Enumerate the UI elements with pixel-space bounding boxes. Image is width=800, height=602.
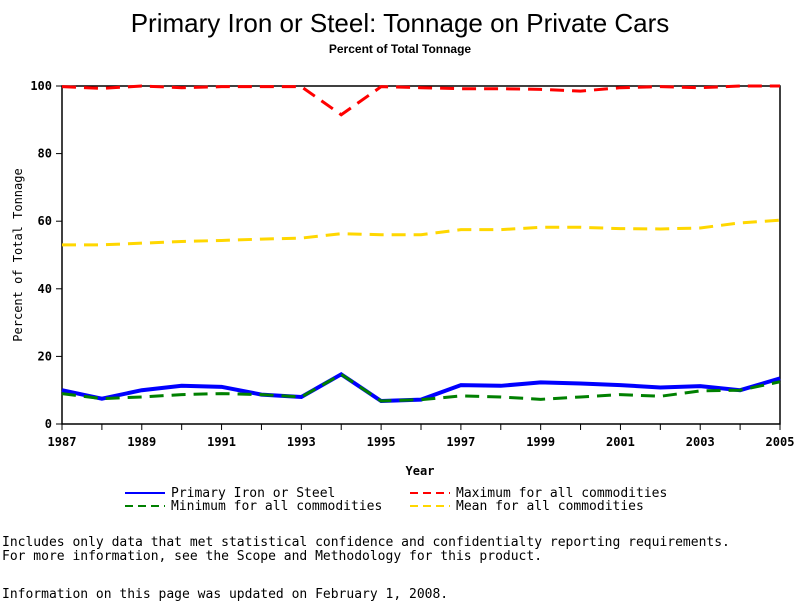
note-methodology: For more information, see the Scope and …	[2, 549, 543, 564]
series-line	[61, 84, 780, 117]
series-line	[61, 371, 781, 404]
series-line	[61, 372, 781, 403]
x-tick-label: 2003	[686, 435, 715, 449]
x-tick-label: 1989	[127, 435, 156, 449]
note-updated: Information on this page was updated on …	[2, 587, 449, 602]
legend-label: Minimum for all commodities	[171, 499, 382, 514]
line-chart: 0 20 40 60 80 100 1987 1989 1991 1993 1995 1997 1999…	[11, 79, 795, 514]
x-tick-label: 1991	[207, 435, 236, 449]
x-tick-label: 1999	[526, 435, 555, 449]
x-tick-label: 2001	[606, 435, 635, 449]
y-tick-label: 0	[45, 417, 52, 431]
x-tick-label: 2005	[766, 435, 795, 449]
legend-label: Maximum for all commodities	[456, 486, 667, 501]
note-confidence: Includes only data that met statistical …	[2, 535, 730, 550]
x-axis-label: Year	[406, 464, 435, 478]
y-tick-label: 20	[38, 349, 52, 363]
legend-label: Primary Iron or Steel	[171, 486, 335, 501]
x-tick-label: 1987	[48, 435, 77, 449]
chart-subtitle: Percent of Total Tonnage	[328, 42, 472, 56]
series-line	[62, 218, 781, 247]
x-tick-label: 1997	[446, 435, 475, 449]
x-tick-label: 1993	[287, 435, 316, 449]
y-tick-label: 40	[38, 282, 52, 296]
y-tick-label: 80	[38, 147, 52, 161]
plot-frame	[61, 85, 781, 425]
y-axis-label: Percent of Total Tonnage	[11, 168, 25, 341]
x-tick-label: 1995	[367, 435, 396, 449]
legend-label: Mean for all commodities	[456, 499, 644, 514]
chart-title: Primary Iron or Steel: Tonnage on Privat…	[130, 8, 670, 38]
y-tick-label: 100	[30, 79, 52, 93]
y-tick-label: 60	[38, 214, 52, 228]
